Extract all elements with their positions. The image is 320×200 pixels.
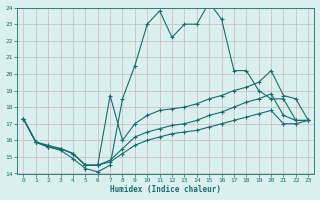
X-axis label: Humidex (Indice chaleur): Humidex (Indice chaleur) bbox=[110, 185, 221, 194]
